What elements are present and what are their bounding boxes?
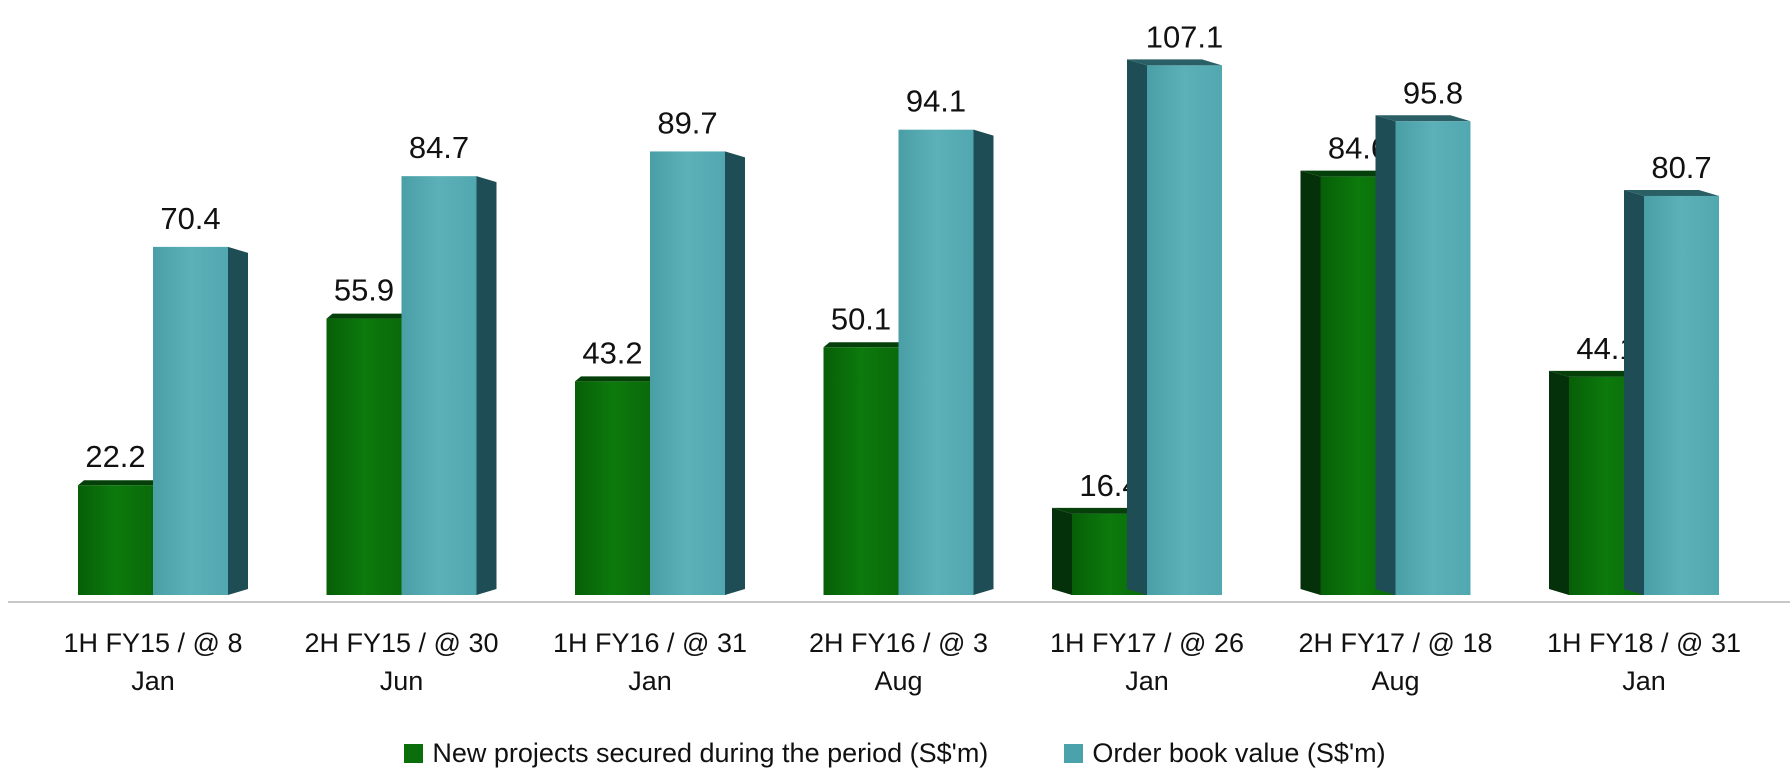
bar-new-projects-0 <box>78 485 153 595</box>
bar-new-projects-2 <box>575 381 650 595</box>
value-label-order-book-2: 89.7 <box>657 105 717 140</box>
legend-item-order-book: Order book value (S$'m) <box>1064 737 1386 769</box>
value-label-order-book-6: 80.7 <box>1651 150 1711 185</box>
legend-label-new-projects: New projects secured during the period (… <box>432 737 989 768</box>
bar-side-order-book-6 <box>1624 189 1644 595</box>
category-label-0-line-0: 1H FY15 / @ 8 <box>64 628 243 658</box>
bar-side-order-book-5 <box>1375 115 1396 596</box>
category-label-4-line-1: Jan <box>1125 666 1169 696</box>
bar-top-new-projects-3 <box>823 342 899 348</box>
bar-order-book-1 <box>401 176 477 595</box>
bar-top-order-book-4 <box>1127 59 1222 66</box>
category-label-6-line-1: Jan <box>1622 666 1666 696</box>
value-label-new-projects-3: 50.1 <box>831 301 891 336</box>
category-label-6-line-0: 1H FY18 / @ 31 <box>1547 628 1741 658</box>
value-label-order-book-3: 94.1 <box>906 84 966 119</box>
category-label-1-line-1: Jun <box>380 666 424 696</box>
category-label-4-line-0: 1H FY17 / @ 26 <box>1050 628 1244 658</box>
legend-swatch-new-projects <box>404 743 424 763</box>
bar-new-projects-1 <box>326 318 402 595</box>
bar-top-new-projects-4 <box>1052 507 1147 514</box>
bar-side-order-book-4 <box>1127 59 1147 595</box>
bar-top-new-projects-6 <box>1549 370 1644 377</box>
bar-order-book-0 <box>153 246 228 595</box>
bar-top-new-projects-2 <box>575 376 650 382</box>
value-label-order-book-4: 107.1 <box>1146 19 1224 54</box>
category-label-2-line-1: Jan <box>628 666 672 696</box>
chart: 22.2 70.4 1H FY15 / @ 8 Jan 55.9 84.7 2H FY15 … <box>8 19 1790 696</box>
category-label-5-line-0: 2H FY17 / @ 18 <box>1299 628 1493 658</box>
bar-side-new-projects-4 <box>1052 507 1072 595</box>
category-label-5-line-1: Aug <box>1371 666 1419 696</box>
category-label-0-line-1: Jan <box>131 666 175 696</box>
bar-side-order-book-3 <box>973 129 994 595</box>
category-label-3-line-1: Aug <box>874 666 922 696</box>
bar-order-book-5 <box>1395 121 1471 596</box>
bar-top-new-projects-0 <box>78 480 153 486</box>
bar-order-book-4 <box>1147 65 1222 595</box>
value-label-order-book-1: 84.7 <box>409 130 469 165</box>
category-label-1-line-0: 2H FY15 / @ 30 <box>305 628 499 658</box>
legend-label-order-book: Order book value (S$'m) <box>1092 737 1386 768</box>
bar-order-book-3 <box>898 129 974 595</box>
value-label-new-projects-1: 55.9 <box>334 273 394 308</box>
bar-top-order-book-5 <box>1375 115 1471 122</box>
bar-order-book-6 <box>1644 195 1719 595</box>
value-label-new-projects-0: 22.2 <box>85 439 145 474</box>
bar-top-new-projects-5 <box>1300 170 1396 177</box>
bar-order-book-2 <box>650 151 725 595</box>
bar-top-new-projects-1 <box>326 313 402 319</box>
bar-side-order-book-0 <box>228 246 248 595</box>
legend-item-new-projects: New projects secured during the period (… <box>404 738 988 769</box>
bar-new-projects-3 <box>823 347 899 595</box>
legend: New projects secured during the period (… <box>0 733 1790 773</box>
value-label-order-book-0: 70.4 <box>160 201 220 236</box>
bar-side-new-projects-5 <box>1300 170 1321 595</box>
category-label-3-line-0: 2H FY16 / @ 3 <box>809 628 988 658</box>
value-label-order-book-5: 95.8 <box>1403 75 1463 110</box>
bar-side-order-book-1 <box>476 176 497 595</box>
category-label-2-line-0: 1H FY16 / @ 31 <box>553 628 747 658</box>
value-label-new-projects-2: 43.2 <box>582 335 642 370</box>
bar-top-order-book-6 <box>1624 189 1719 196</box>
bar-side-new-projects-6 <box>1549 370 1569 595</box>
bar-side-order-book-2 <box>725 151 745 595</box>
legend-swatch-order-book <box>1064 743 1084 763</box>
